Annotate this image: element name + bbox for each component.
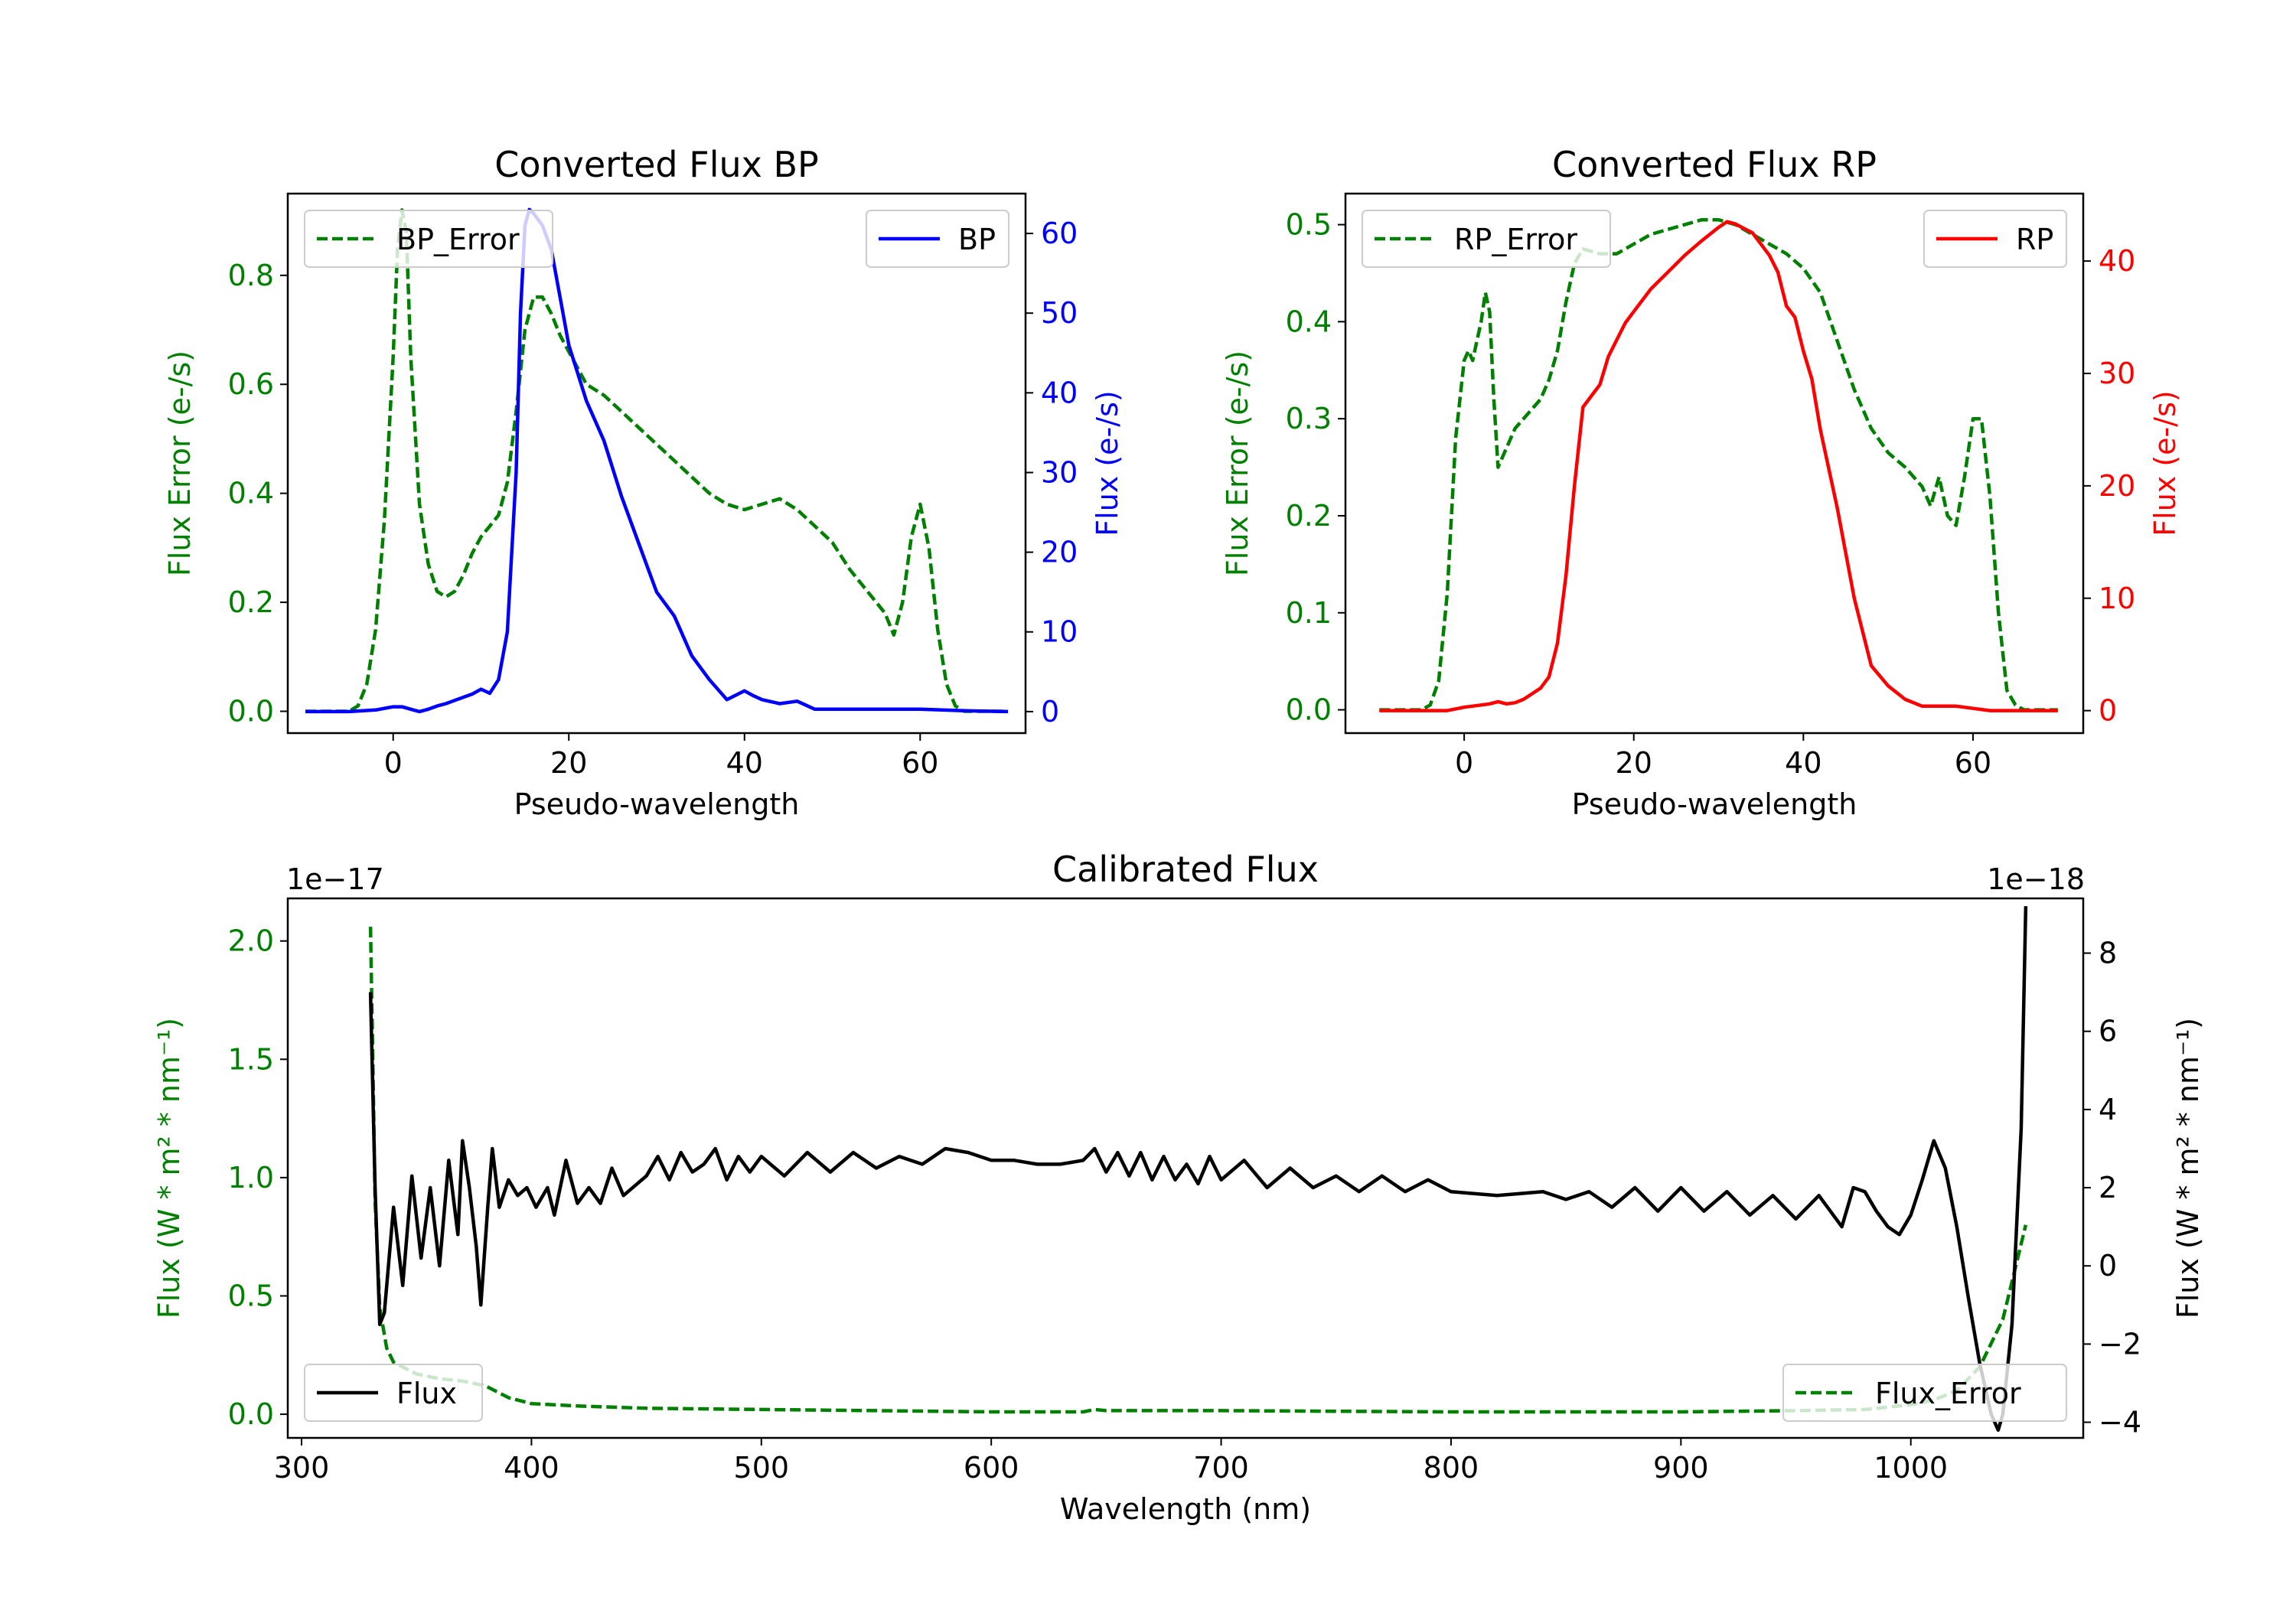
y-left-tick-label: 2.0	[228, 924, 274, 958]
y-right-tick-label: 40	[1041, 376, 1078, 409]
x-tick-label: 400	[504, 1451, 559, 1485]
x-tick-label: 800	[1424, 1451, 1479, 1485]
legend-box	[1362, 210, 1611, 268]
y-left-axis-label: Flux (W * m² * nm⁻¹)	[152, 1018, 186, 1319]
chart-title: Converted Flux RP	[1552, 144, 1877, 185]
series-group	[1379, 217, 2058, 712]
y-right-tick-label: 40	[2099, 244, 2135, 278]
legend-label: Flux_Error	[1875, 1377, 2021, 1410]
x-tick-label: 1000	[1874, 1451, 1948, 1485]
x-tick-label: 20	[550, 746, 587, 780]
y-left-tick-label: 0.5	[228, 1279, 274, 1312]
y-right-tick-label: 0	[1041, 695, 1059, 729]
y-left-tick-label: 1.0	[228, 1161, 274, 1195]
y-left-tick-label: 0.3	[1286, 402, 1332, 435]
chart-cal: 300 400 500 600 700 800 900 1000 0.0 0.5 1.0 1.5 2.0…	[152, 849, 2205, 1526]
x-tick-label: 300	[274, 1451, 330, 1485]
y-left-tick-label: 0.2	[228, 585, 274, 619]
chart-bp: 0 20 40 60 0.0 0.2 0.4 0.6 0.8 0 10 20 30 40 50 60 Conve…	[163, 144, 1124, 821]
chart-rp: 0 20 40 60 0.0 0.1 0.2 0.3 0.4 0.5 0 10 20 30 40 Conver…	[1221, 144, 2182, 821]
y-left-tick-label: 0.0	[228, 695, 274, 729]
chart-title: Converted Flux BP	[494, 144, 819, 185]
y-left-tick-label: 0.8	[228, 259, 274, 292]
y-right-tick-label: 30	[2099, 357, 2135, 390]
x-tick-label: 500	[734, 1451, 790, 1485]
axes-frame	[286, 192, 1027, 735]
y-right-axis-label: Flux (e-/s)	[1091, 390, 1124, 536]
y-left-tick-label: 0.1	[1286, 596, 1332, 630]
y-left-tick-label: 0.4	[1286, 305, 1332, 338]
y-right-axis-label: Flux (W * m² * nm⁻¹)	[2171, 1018, 2205, 1319]
legend-bp-error: BP_Error	[304, 210, 553, 268]
x-tick-label: 600	[964, 1451, 1019, 1485]
y-right-tick-label: 50	[1041, 296, 1078, 330]
legend-box	[304, 1364, 483, 1422]
y-right-tick-label: 10	[1041, 615, 1078, 649]
x-tick-label: 40	[1785, 746, 1821, 780]
y-right-tick-label: 2	[2099, 1171, 2117, 1204]
legend-bp: BP	[866, 210, 1009, 268]
legend-box	[1782, 1364, 2067, 1422]
x-tick-label: 60	[902, 746, 938, 780]
y-right-tick-label: 60	[1041, 217, 1078, 250]
legend-flux-error: Flux_Error	[1782, 1364, 2067, 1422]
y-left-tick-label: 0.6	[228, 367, 274, 401]
y-right-tick-label: 30	[1041, 455, 1078, 489]
y-right-tick-label: 10	[2099, 582, 2135, 615]
series-line-rp	[1379, 220, 2058, 712]
legend-label: BP	[958, 223, 996, 256]
y-right-tick-label: 20	[1041, 536, 1078, 569]
legend-label: Flux	[396, 1377, 457, 1410]
y-right-offset-label: 1e−18	[1987, 862, 2085, 896]
legend-rp: RP	[1923, 210, 2067, 268]
legend-rp-error: RP_Error	[1362, 210, 1611, 268]
x-tick-label: 20	[1616, 746, 1652, 780]
x-tick-label: 900	[1653, 1451, 1709, 1485]
y-left-tick-label: 1.5	[228, 1042, 274, 1076]
x-axis-label: Pseudo-wavelength	[1572, 787, 1857, 821]
y-left-offset-label: 1e−17	[286, 862, 384, 896]
legend-box	[304, 210, 553, 268]
legend-label: RP	[2016, 223, 2053, 256]
y-left-axis-label: Flux Error (e-/s)	[163, 350, 197, 576]
y-right-tick-label: −2	[2099, 1327, 2141, 1361]
y-left-axis-label: Flux Error (e-/s)	[1221, 350, 1254, 576]
legend-label: RP_Error	[1454, 223, 1577, 256]
y-right-tick-label: 0	[2099, 694, 2117, 728]
y-right-tick-label: 8	[2099, 937, 2117, 970]
series-line-flux	[368, 906, 2028, 1433]
x-axis-label: Wavelength (nm)	[1060, 1492, 1311, 1526]
y-right-tick-label: −4	[2099, 1406, 2141, 1439]
x-axis-label: Pseudo-wavelength	[514, 787, 800, 821]
axes-frame	[1344, 192, 2085, 735]
x-tick-label: 700	[1193, 1451, 1249, 1485]
y-left-tick-label: 0.5	[1286, 208, 1332, 242]
x-tick-label: 40	[726, 746, 763, 780]
y-right-axis-label: Flux (e-/s)	[2148, 390, 2182, 536]
legend-label: BP_Error	[396, 223, 520, 256]
y-left-tick-label: 0.0	[1286, 693, 1332, 727]
y-left-tick-label: 0.4	[228, 477, 274, 510]
x-tick-label: 0	[1455, 746, 1473, 780]
x-tick-label: 60	[1955, 746, 1991, 780]
y-right-tick-label: 0	[2099, 1249, 2117, 1283]
x-tick-label: 0	[384, 746, 403, 780]
series-line-rp-error	[1379, 217, 2058, 712]
y-left-tick-label: 0.2	[1286, 499, 1332, 533]
chart-title: Calibrated Flux	[1052, 849, 1319, 890]
y-right-tick-label: 4	[2099, 1093, 2117, 1126]
y-left-tick-label: 0.0	[228, 1397, 274, 1431]
axes-frame	[286, 897, 2085, 1439]
legend-flux: Flux	[304, 1364, 483, 1422]
y-right-tick-label: 6	[2099, 1015, 2117, 1048]
y-right-tick-label: 20	[2099, 469, 2135, 503]
